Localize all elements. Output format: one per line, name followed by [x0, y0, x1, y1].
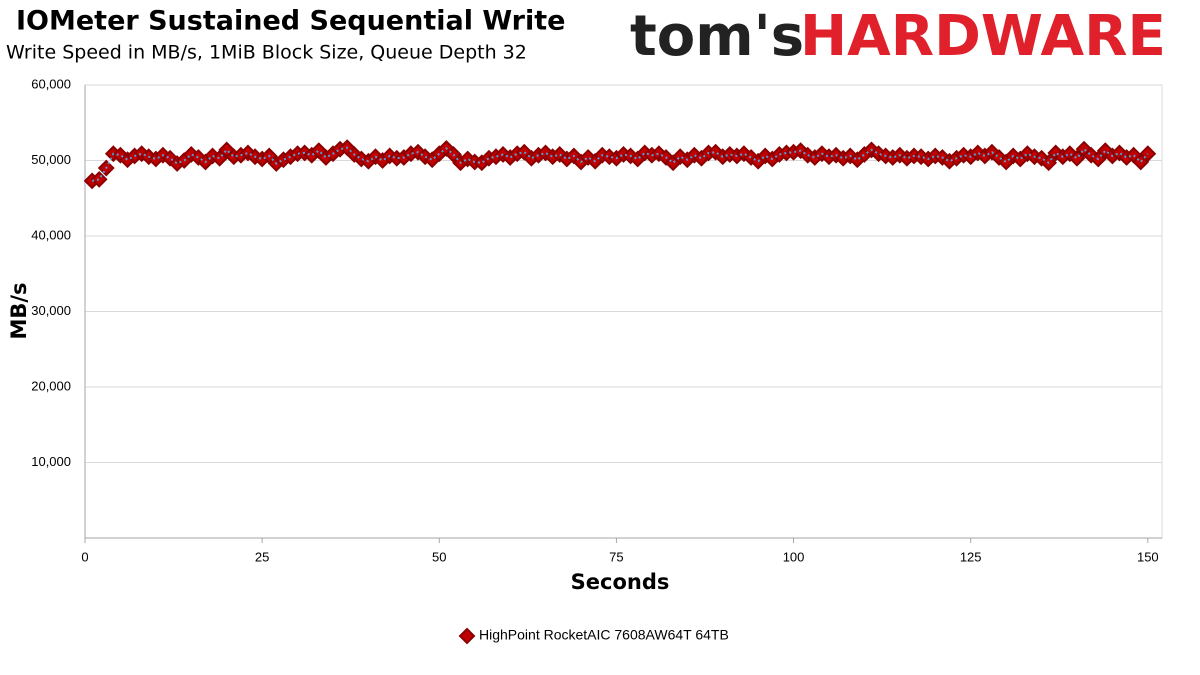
chart-title: IOMeter Sustained Sequential Write	[16, 6, 565, 37]
x-axis-title: Seconds	[571, 570, 670, 594]
x-tick-label: 75	[609, 549, 623, 564]
y-tick-label: 30,000	[31, 303, 71, 318]
point-marker	[650, 145, 668, 163]
point-marker	[1096, 142, 1114, 160]
point-marker	[1068, 149, 1086, 167]
x-tick-label: 25	[255, 549, 269, 564]
y-tick-label: 10,000	[31, 454, 71, 469]
point-marker	[1033, 149, 1050, 167]
chart-subtitle: Write Speed in MB/s, 1MiB Block Size, Qu…	[6, 42, 527, 64]
point-marker	[112, 146, 129, 164]
point-marker	[1061, 145, 1079, 163]
y-tick-label: 60,000	[31, 76, 71, 91]
x-tick-label: 125	[960, 549, 982, 564]
legend-label: HighPoint RocketAIC 7608AW64T 64TB	[479, 627, 729, 643]
y-tick-label: 20,000	[31, 378, 71, 393]
point-marker	[1111, 144, 1128, 162]
y-axis-title: MB/s	[7, 282, 31, 339]
logo-prefix: tom's	[630, 4, 804, 69]
legend-marker	[458, 627, 476, 645]
x-tick-label: 100	[783, 549, 805, 564]
point-marker	[735, 145, 753, 163]
x-tick-label: 150	[1137, 549, 1159, 564]
y-tick-label: 50,000	[31, 152, 71, 167]
point-marker	[90, 170, 108, 188]
point-marker	[1047, 144, 1065, 162]
logo-name: HARDWARE	[800, 4, 1166, 69]
point-marker	[707, 143, 725, 161]
x-tick-label: 0	[81, 549, 88, 564]
y-tick-label: 40,000	[31, 227, 71, 242]
x-tick-label: 50	[432, 549, 446, 564]
